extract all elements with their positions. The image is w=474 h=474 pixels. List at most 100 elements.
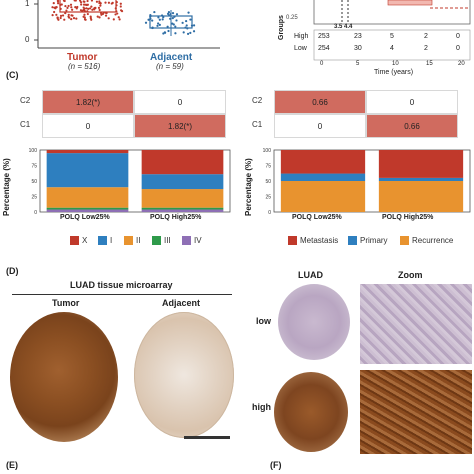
tumor-point [75,7,78,10]
adjacent-point [174,25,177,28]
km-x-tick: 15 [426,61,433,67]
tumor-point [51,6,54,9]
adjacent-point [192,24,196,27]
panel-f-letter: (F) [270,460,282,470]
adjacent-point [184,26,187,29]
y-tick-1: 1 [25,0,30,8]
tumor-point [110,2,113,5]
adjacent-point [171,12,175,15]
tumor-point [57,2,60,5]
adjacent-point [158,23,161,26]
tumor-point [97,6,101,9]
legend-metastasis-swatch [288,236,297,245]
tumor-point [99,4,102,7]
km-cell: 253 [318,33,330,40]
tumor-point [71,8,74,11]
tumor-point [99,2,102,5]
adjacent-point [192,30,196,33]
tumor-point [67,4,70,8]
tumor-point [104,1,107,4]
bar-segment-ii [46,187,129,208]
tumor-point [82,6,85,9]
legend-ii: II [124,236,140,245]
bar-segment-recurrence [378,181,464,212]
tumor-point [70,14,73,17]
right-stacked-chart: Percentage (%) 0 25 50 75 100 POLQ Low25% PO… [240,146,474,224]
legend-iv-swatch [182,236,191,245]
adjacent-point [149,14,152,17]
tumor-point [85,3,89,7]
tumor-point [104,11,107,14]
ihc-zoom-label: Zoom [398,270,423,280]
tumor-point [53,10,56,14]
bar-segment-iii [46,207,129,210]
panel-d-letter: (D) [6,266,19,276]
km-cell: 0 [456,45,460,52]
ihc-high-core [274,372,348,452]
tumor-point [59,16,62,20]
left-heat-row-c2: C2 [20,96,31,105]
adjacent-point [171,22,174,25]
right-heat-row-c2: C2 [252,96,263,105]
legend-metastasis: Metastasis [288,236,338,245]
tumor-point [114,13,117,16]
adjacent-point [175,13,179,16]
km-top-tick: 0.25 [286,15,298,21]
tumor-point [70,18,73,21]
y-tick-label: 75 [31,164,37,170]
left-legend: X I II III IV [70,236,230,248]
tumor-point [112,18,115,21]
tumor-point [119,5,122,8]
tma-tumor-label: Tumor [52,298,80,308]
tumor-point [85,7,88,10]
tumor-point [119,2,122,5]
tumor-point [107,1,111,4]
adjacent-label: Adjacent [150,52,193,63]
tumor-point [64,4,67,8]
legend-i-swatch [98,236,107,245]
km-row-low-label: Low [294,45,307,52]
adjacent-point [156,24,159,27]
km-row-high-label: High [294,33,309,40]
tumor-point [72,17,76,20]
adjacent-point [169,12,172,16]
tumor-point [60,3,63,6]
ihc-low-zoom [360,284,472,364]
km-x-tick: 5 [356,61,360,67]
adjacent-point [161,18,164,21]
km-cell: 5 [390,33,394,40]
tumor-point [86,12,89,16]
tma-title: LUAD tissue microarray [70,280,173,290]
tumor-label: Tumor [67,52,98,63]
tma-divider [12,294,232,295]
tumor-point [94,6,97,10]
tumor-point [70,6,73,9]
left-stacked-chart: Percentage (%) 0 25 50 75 100 POLQ Low25% PO… [0,146,234,224]
tumor-point [80,3,83,6]
km-x-label: Time (years) [374,69,414,76]
legend-recurrence-label: Recurrence [412,236,454,245]
adjacent-point [168,14,171,17]
adjacent-point [189,31,192,34]
y-tick-label: 0 [268,210,271,216]
tumor-point [88,7,92,10]
adjacent-point [147,18,150,21]
km-cell: 2 [424,33,428,40]
tumor-point [118,18,121,21]
legend-ii-label: II [136,236,141,245]
tumor-point [96,15,99,18]
tumor-point [75,17,78,20]
adjacent-point [151,19,154,22]
legend-primary-label: Primary [360,236,388,245]
tumor-point [86,0,89,3]
tumor-point [82,3,86,6]
tumor-point [79,9,83,12]
tumor-point [63,18,66,21]
adjacent-point [158,18,161,21]
ihc-low-label: low [256,316,271,326]
legend-x-label: X [82,236,88,245]
y-tick-label: 0 [34,210,37,216]
adjacent-point [186,32,190,35]
adjacent-tissue-core [134,312,234,438]
adjacent-point [162,32,165,35]
